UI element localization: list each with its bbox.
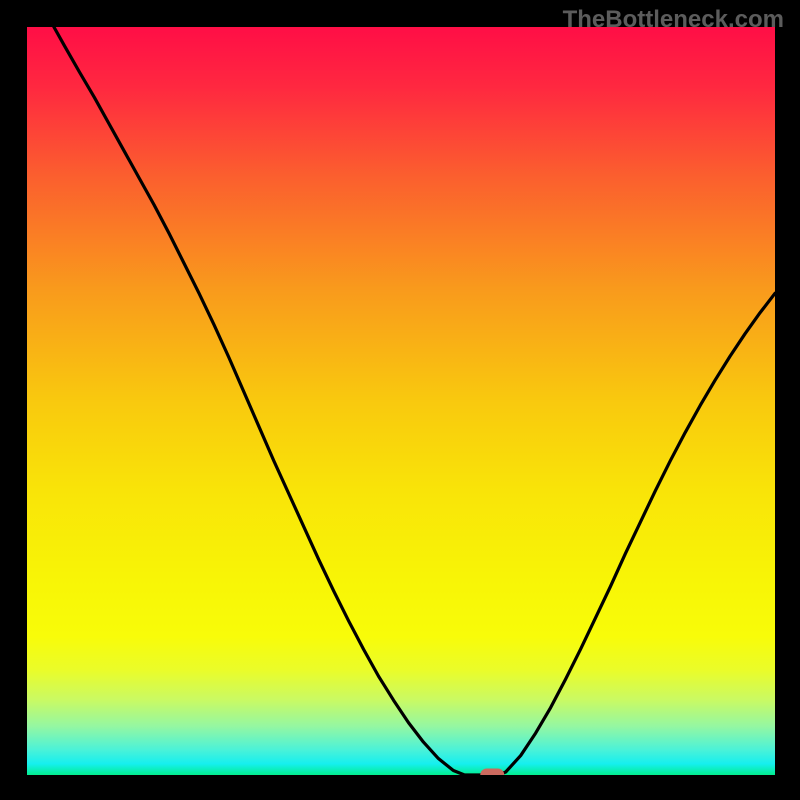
plot-gradient-bg — [27, 27, 775, 775]
frame-bottom — [0, 775, 800, 800]
bottleneck-curve-chart — [0, 0, 800, 800]
frame-right — [775, 0, 800, 800]
frame-left — [0, 0, 27, 800]
chart-stage: TheBottleneck.com — [0, 0, 800, 800]
frame-top — [0, 0, 800, 27]
